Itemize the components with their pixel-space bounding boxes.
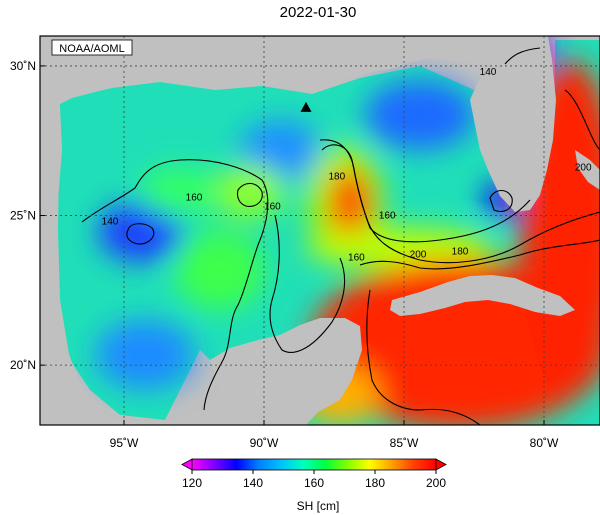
contour-label: 140	[480, 67, 497, 78]
credit-box	[51, 39, 133, 56]
map-plot-area: 140 160 160 160 160 180 180 200 140 200	[40, 36, 600, 425]
colorbar-tick-label: 160	[304, 476, 324, 490]
colorbar-tick-labels: 120 140 160 180 200	[182, 470, 446, 490]
map-title: 2022-01-30	[280, 4, 357, 21]
colorbar-max-arrow-icon	[435, 458, 447, 471]
contour-200	[359, 239, 600, 270]
contour-label: 180	[452, 246, 469, 257]
yucatan-peninsula	[210, 318, 362, 425]
map-frame	[39, 35, 600, 426]
contour-label: 200	[575, 163, 592, 174]
latitude-tick-labels: 30˚N 25˚N 20˚N	[10, 59, 45, 372]
buoy-marker-icon	[300, 101, 312, 112]
contour-label: 160	[379, 211, 396, 222]
cuba	[390, 275, 575, 316]
colorbar-gradient	[191, 458, 437, 471]
lon-tick-label: 80˚W	[530, 436, 559, 450]
lat-tick-label: 20˚N	[10, 358, 36, 372]
colorbar-min-arrow-icon	[181, 458, 193, 471]
lat-tick-label: 25˚N	[10, 209, 36, 223]
contour-label-group: 140 160 160 160 160 180 180 200 140 200	[102, 67, 592, 264]
colorbar-label: SH [cm]	[297, 499, 340, 513]
contour-200-south	[366, 289, 481, 425]
colorbar-tick-label: 140	[243, 476, 263, 490]
contour-180-loop	[236, 182, 263, 207]
contour-160-west	[81, 159, 269, 411]
contour-label: 140	[102, 217, 119, 228]
map-grid	[40, 36, 600, 425]
lon-tick-label: 95˚W	[110, 436, 139, 450]
colorbar-tick-label: 200	[426, 476, 446, 490]
colorbar: 120 140 160 180 200 SH [cm]	[181, 458, 447, 513]
contour-140	[126, 223, 155, 245]
contour-160-center	[269, 214, 346, 353]
longitude-tick-labels: 95˚W 90˚W 85˚W 80˚W	[110, 420, 559, 450]
mexico-coast	[40, 106, 120, 425]
contour-lines	[81, 47, 600, 425]
lon-tick-label: 90˚W	[250, 436, 279, 450]
contour-140-florida	[489, 189, 513, 213]
contour-label: 160	[186, 193, 203, 204]
bahamas-islands	[575, 150, 600, 190]
land-masses	[40, 36, 600, 425]
lat-tick-label: 30˚N	[10, 59, 36, 73]
contour-label: 160	[348, 252, 365, 263]
contour-180	[321, 144, 600, 264]
colorbar-tick-label: 180	[365, 476, 385, 490]
usa-gulf-coast	[40, 36, 505, 108]
lon-tick-label: 85˚W	[390, 436, 419, 450]
credit-label: NOAA/AOML	[59, 43, 124, 55]
contour-200-east	[564, 89, 600, 151]
colorbar-tick-label: 120	[182, 476, 202, 490]
contour-label: 200	[410, 249, 427, 260]
contour-label: 180	[328, 172, 345, 183]
florida-peninsula	[470, 36, 556, 212]
contour-140-north	[504, 47, 541, 65]
contour-label: 160	[264, 202, 281, 213]
